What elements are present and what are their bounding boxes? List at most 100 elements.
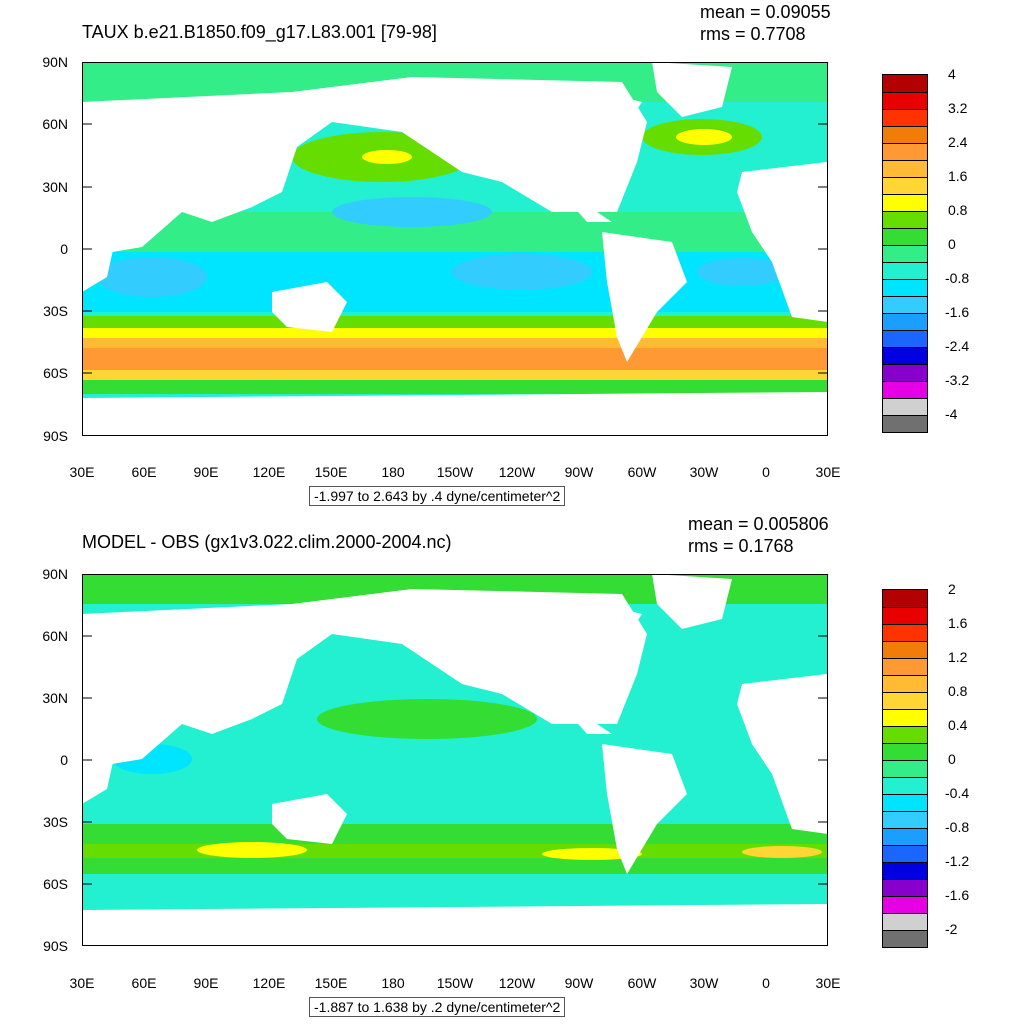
x-tick: 60E <box>131 464 157 480</box>
south-band-yellow <box>82 328 828 338</box>
colorbar-swatch <box>883 381 927 398</box>
x-tick: 60W <box>627 975 657 991</box>
colorbar-label: 4 <box>948 66 956 82</box>
colorbar-swatch <box>883 624 927 641</box>
colorbar-swatch <box>883 590 927 607</box>
range-note: -1.997 to 2.643 by .4 dyne/centimeter^2 <box>309 486 566 506</box>
rms-stat: rms = 0.1768 <box>688 536 794 556</box>
x-tick: 30W <box>689 464 719 480</box>
npac-core <box>362 150 412 164</box>
y-tick: 0 <box>60 241 68 257</box>
colorbar-swatch <box>883 692 927 709</box>
south-band-yellow2 <box>82 370 828 380</box>
y-tick: 60S <box>43 365 68 381</box>
colorbar <box>882 589 928 948</box>
map-frame <box>82 62 828 436</box>
x-tick: 90E <box>193 975 219 991</box>
colorbar-swatch <box>883 177 927 194</box>
colorbar-label: 0 <box>948 751 956 767</box>
south-band-lime <box>82 844 828 858</box>
south-yellow-2 <box>542 848 642 860</box>
colorbar-swatch <box>883 330 927 347</box>
x-tick: 30E <box>815 464 841 480</box>
y-tick: 90N <box>42 54 68 70</box>
colorbar-label: 0 <box>948 236 956 252</box>
spac-trade <box>452 254 592 290</box>
x-tick: 30E <box>815 975 841 991</box>
x-tick: 30E <box>69 975 95 991</box>
south-yellow-1 <box>197 842 307 858</box>
y-tick: 60N <box>42 116 68 132</box>
x-tick: 90W <box>564 464 594 480</box>
colorbar-swatch <box>883 194 927 211</box>
map-frame <box>82 574 828 946</box>
x-tick: 0 <box>762 975 770 991</box>
colorbar-label: -2.4 <box>945 338 970 354</box>
colorbar-swatch <box>883 794 927 811</box>
south-yellow-3 <box>742 846 822 858</box>
mean-stat: mean = 0.09055 <box>700 2 831 22</box>
chart-title: MODEL - OBS (gx1v3.022.clim.2000-2004.nc… <box>82 532 452 552</box>
x-tick: 180 <box>381 464 405 480</box>
colorbar-swatch <box>883 228 927 245</box>
x-tick: 150E <box>314 464 348 480</box>
colorbar-swatch <box>883 109 927 126</box>
north-america-land <box>462 82 642 222</box>
africa-land <box>82 664 137 804</box>
colorbar-swatch <box>883 777 927 794</box>
colorbar-label: -4 <box>945 406 958 422</box>
x-tick: 90E <box>193 464 219 480</box>
colorbar-swatch <box>883 126 927 143</box>
colorbar-swatch <box>883 92 927 109</box>
south-band-green2 <box>82 380 828 394</box>
greenland-land <box>652 574 732 629</box>
colorbar-swatch <box>883 347 927 364</box>
x-tick: 120E <box>252 464 286 480</box>
panel-diff: MODEL - OBS (gx1v3.022.clim.2000-2004.nc… <box>0 512 1024 1024</box>
colorbar-label: 0.8 <box>948 202 968 218</box>
south-america-land <box>602 744 687 874</box>
map-plot <box>82 574 828 946</box>
colorbar-label: 1.2 <box>948 649 968 665</box>
colorbar-swatch <box>883 364 927 381</box>
colorbar-swatch <box>883 279 927 296</box>
npac-trade <box>332 197 492 227</box>
y-tick: 30S <box>43 303 68 319</box>
colorbar-label: 1.6 <box>948 615 968 631</box>
colorbar-swatch <box>883 760 927 777</box>
colorbar-swatch <box>883 398 927 415</box>
y-tick: 30N <box>42 179 68 195</box>
colorbar-swatch <box>883 245 927 262</box>
colorbar-swatch <box>883 913 927 930</box>
colorbar-swatch <box>883 828 927 845</box>
colorbar-swatch <box>883 675 927 692</box>
colorbar-swatch <box>883 262 927 279</box>
natl-core <box>676 129 732 145</box>
colorbar-swatch <box>883 743 927 760</box>
australia-land <box>272 282 347 332</box>
mean-stat: mean = 0.005806 <box>688 514 829 534</box>
colorbar-swatch <box>883 930 927 947</box>
antarctica-land <box>82 904 828 946</box>
x-tick: 60E <box>131 975 157 991</box>
colorbar-swatch <box>883 607 927 624</box>
colorbar-label: -0.4 <box>945 785 970 801</box>
x-tick: 150W <box>436 975 474 991</box>
colorbar-swatch <box>883 658 927 675</box>
npac-green <box>317 699 537 739</box>
range-note: -1.887 to 1.638 by .2 dyne/centimeter^2 <box>309 997 566 1017</box>
grid-ticks <box>82 123 828 374</box>
grid-ticks <box>82 635 828 885</box>
tropical-band <box>82 252 828 312</box>
x-tick: 120W <box>498 975 536 991</box>
colorbar <box>882 74 928 433</box>
y-tick: 90S <box>43 938 68 954</box>
south-band-orange-light <box>82 338 828 348</box>
south-band-orange <box>82 348 828 370</box>
africa-land <box>82 152 137 292</box>
colorbar-label: 0.8 <box>948 683 968 699</box>
x-tick: 150E <box>314 975 348 991</box>
colorbar-swatch <box>883 879 927 896</box>
africa-east-land <box>737 674 828 834</box>
australia-land <box>272 794 347 844</box>
